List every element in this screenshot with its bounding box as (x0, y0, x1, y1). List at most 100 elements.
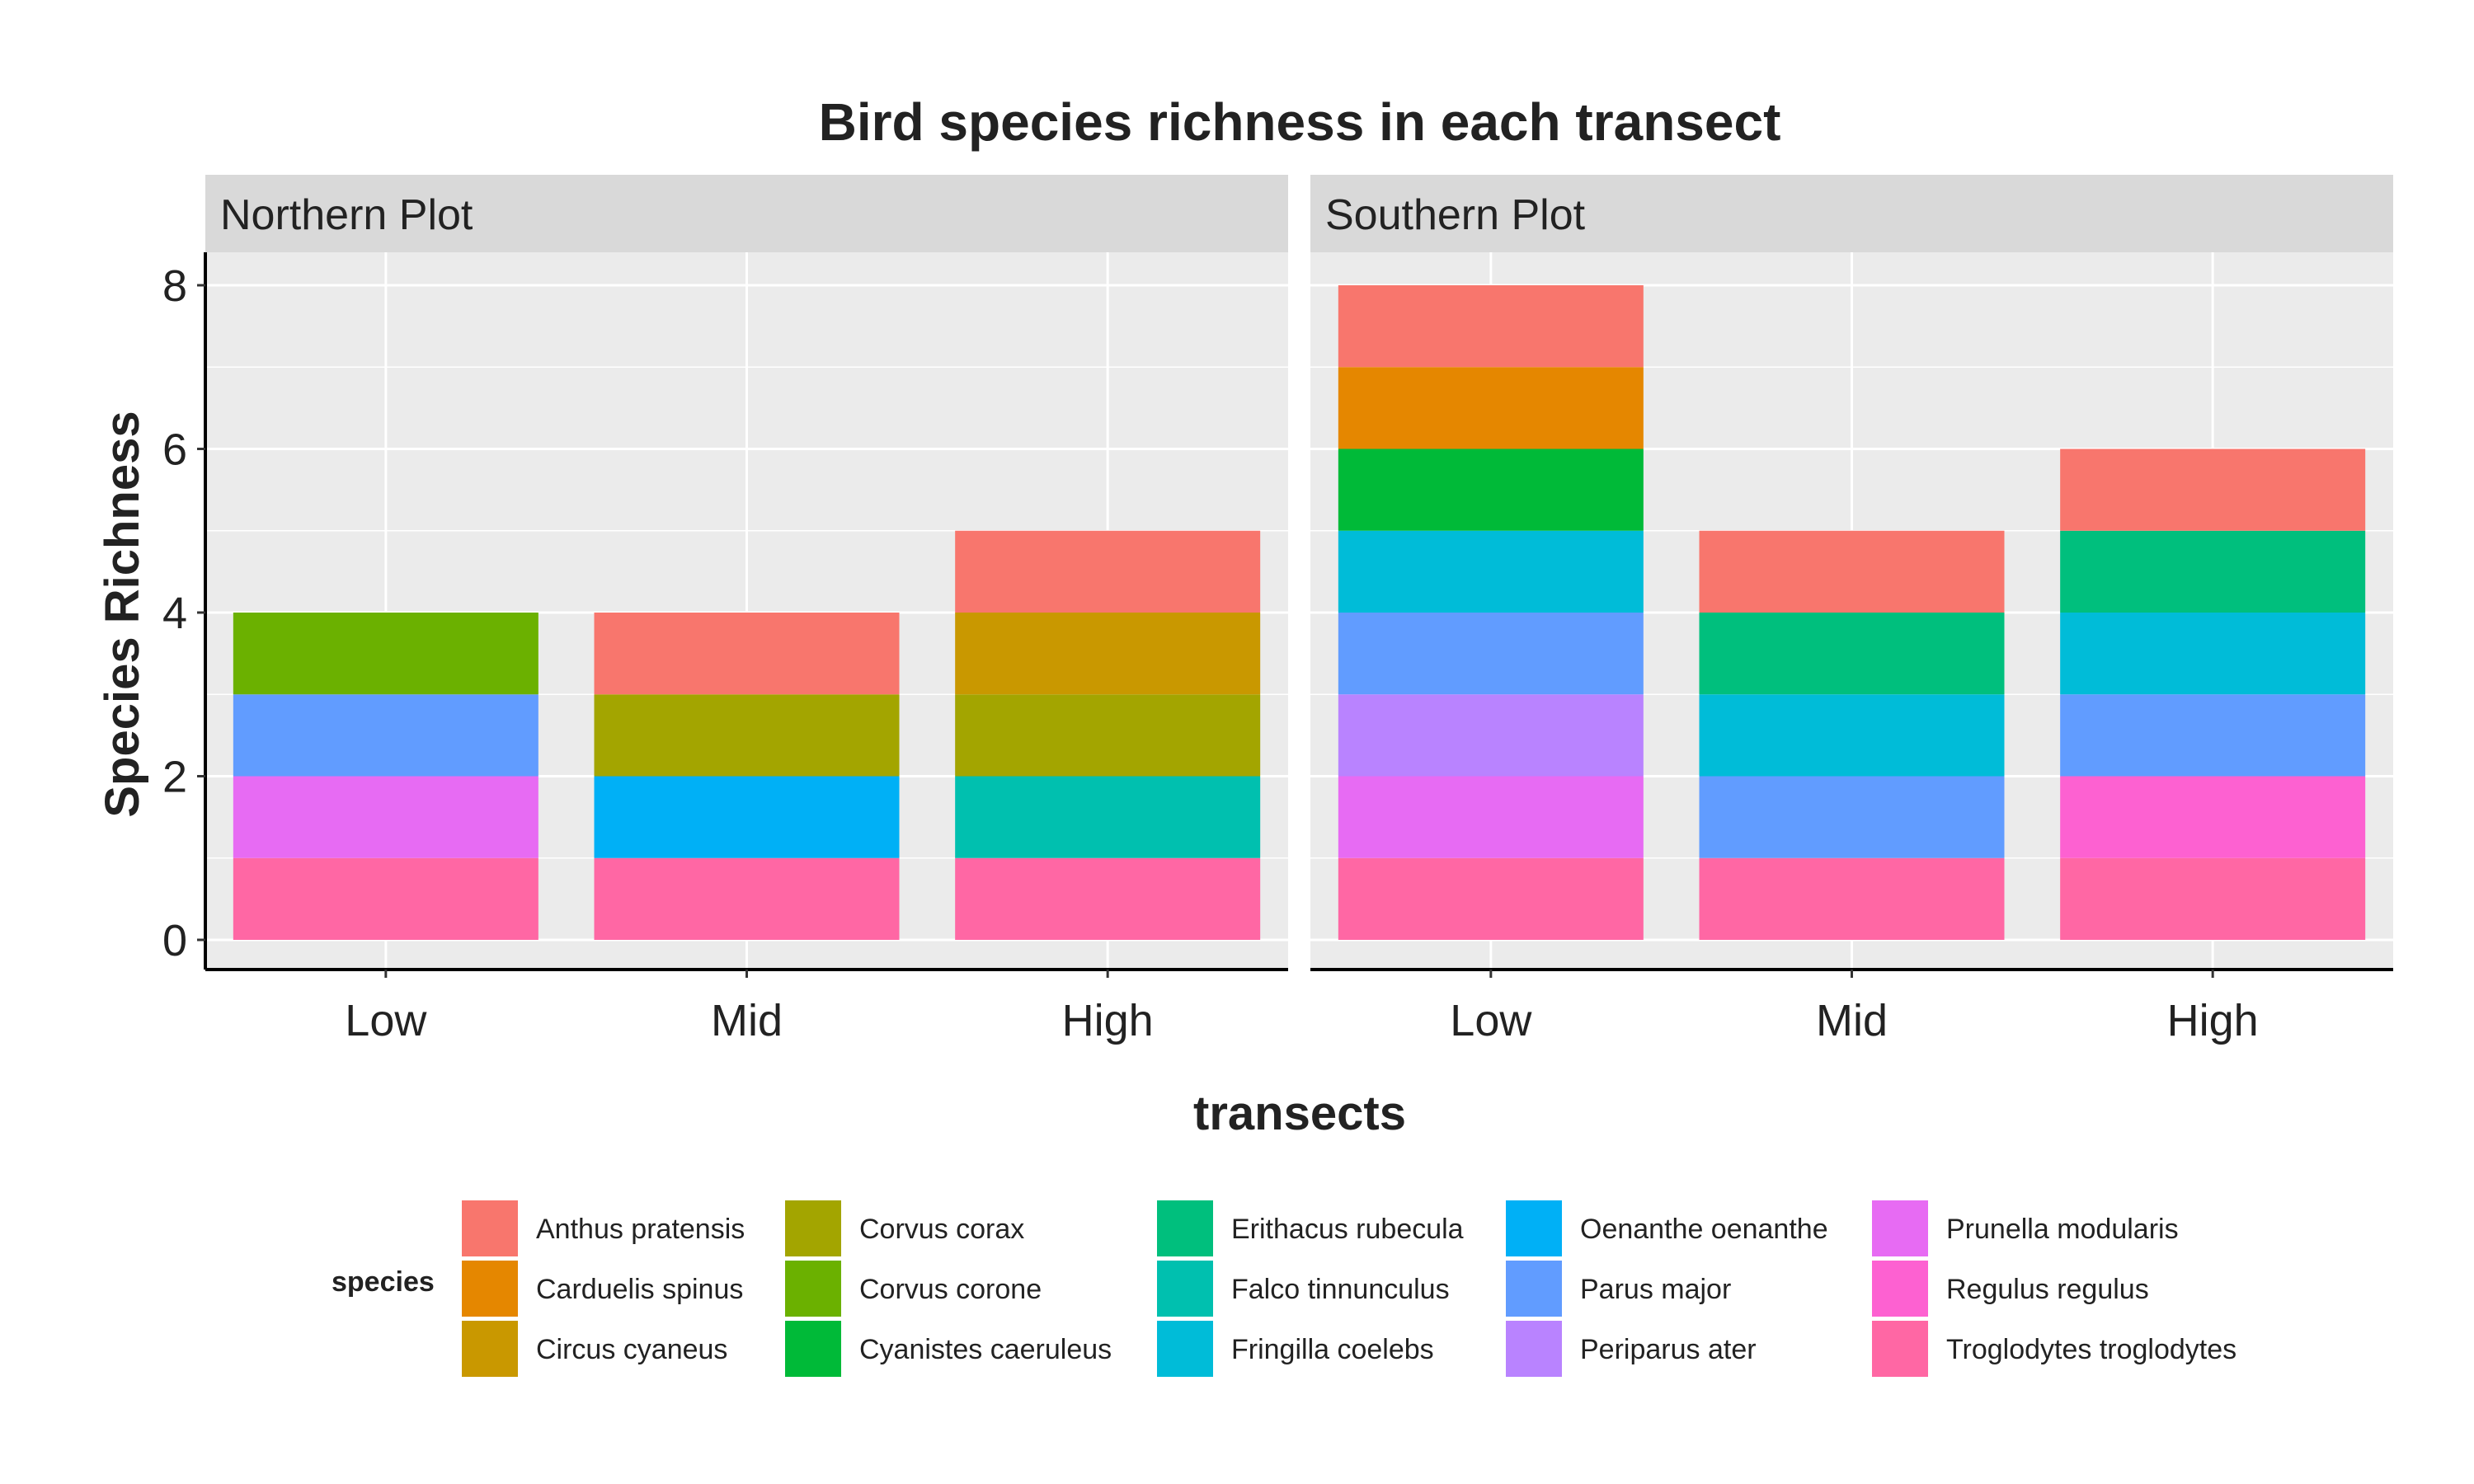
panel-northern-plot: Northern Plot 0 2 4 6 8 Low Mid High (162, 175, 1288, 1045)
y-tick-label: 6 (162, 425, 187, 475)
bar-segment-oenanthe-oenanthe (594, 776, 900, 858)
legend-label: Anthus pratensis (536, 1214, 745, 1245)
legend-key (1506, 1321, 1562, 1377)
bar-segment-parus-major (1699, 776, 2005, 858)
legend-key (1157, 1261, 1213, 1317)
bar-segment-anthus-pratensis (1699, 530, 2005, 613)
panel-southern-plot: Southern Plot Low Mid High (1310, 175, 2393, 1045)
bar-stack-low (1338, 285, 1644, 940)
bar-segment-erithacus-rubecula (2060, 530, 2366, 613)
bar-segment-anthus-pratensis (594, 613, 900, 695)
legend-label: Falco tinnunculus (1231, 1274, 1450, 1305)
legend-label: Troglodytes troglodytes (1946, 1334, 2236, 1365)
bar-stack-high (2060, 448, 2366, 940)
legend-key (1506, 1200, 1562, 1256)
legend-label: Corvus corax (859, 1214, 1024, 1245)
bar-segment-troglodytes-troglodytes (955, 857, 1261, 940)
legend-item-periparus-ater: Periparus ater (1506, 1321, 1757, 1377)
bar-segment-parus-major (233, 694, 539, 777)
legend-title: species (332, 1266, 435, 1298)
panel-strip-label: Southern Plot (1325, 191, 1586, 239)
y-axis-title: Species Richness (96, 411, 149, 817)
legend-key (1872, 1321, 1928, 1377)
legend-label: Cyanistes caeruleus (859, 1334, 1112, 1365)
bar-segment-prunella-modularis (1338, 776, 1644, 858)
bar-segment-erithacus-rubecula (1699, 613, 2005, 695)
legend-key (462, 1321, 518, 1377)
legend-item-troglodytes-troglodytes: Troglodytes troglodytes (1872, 1321, 2236, 1377)
legend-item-corvus-corax: Corvus corax (785, 1200, 1024, 1256)
x-tick-label: Mid (711, 996, 783, 1045)
legend-label: Circus cyaneus (536, 1334, 727, 1365)
x-tick-label: Mid (1816, 996, 1888, 1045)
x-tick-label: High (1062, 996, 1154, 1045)
bar-segment-fringilla-coelebs (2060, 613, 2366, 695)
legend-key (785, 1200, 841, 1256)
y-tick-label: 0 (162, 916, 187, 965)
bar-segment-periparus-ater (1338, 694, 1644, 777)
legend-item-regulus-regulus: Regulus regulus (1872, 1261, 2149, 1317)
panel-strip (205, 175, 1288, 252)
legend-item-erithacus-rubecula: Erithacus rubecula (1157, 1200, 1464, 1256)
legend-label: Erithacus rubecula (1231, 1214, 1464, 1245)
y-tick-label: 8 (162, 261, 187, 311)
y-tick-label: 2 (162, 753, 187, 802)
legend-item-carduelis-spinus: Carduelis spinus (462, 1261, 743, 1317)
bar-segment-corvus-corone (233, 613, 539, 695)
legend-item-circus-cyaneus: Circus cyaneus (462, 1321, 727, 1377)
legend-label: Fringilla coelebs (1231, 1334, 1434, 1365)
bar-segment-prunella-modularis (233, 776, 539, 858)
bar-segment-corvus-corax (955, 694, 1261, 777)
legend-key (1872, 1200, 1928, 1256)
bar-segment-troglodytes-troglodytes (2060, 857, 2366, 940)
bar-segment-cyanistes-caeruleus (1338, 448, 1644, 531)
legend-label: Periparus ater (1580, 1334, 1757, 1365)
bar-segment-anthus-pratensis (2060, 448, 2366, 531)
legend-key (1157, 1321, 1213, 1377)
bar-segment-anthus-pratensis (1338, 285, 1644, 368)
bar-segment-fringilla-coelebs (1338, 530, 1644, 613)
bar-segment-circus-cyaneus (955, 613, 1261, 695)
legend-item-parus-major: Parus major (1506, 1261, 1731, 1317)
legend-item-falco-tinnunculus: Falco tinnunculus (1157, 1261, 1450, 1317)
bar-segment-troglodytes-troglodytes (233, 857, 539, 940)
legend-key (462, 1200, 518, 1256)
panel-strip-label: Northern Plot (220, 191, 473, 239)
legend-item-anthus-pratensis: Anthus pratensis (462, 1200, 745, 1256)
bar-stack-mid (1699, 530, 2005, 940)
bar-segment-falco-tinnunculus (955, 776, 1261, 858)
bar-segment-corvus-corax (594, 694, 900, 777)
bar-segment-troglodytes-troglodytes (1699, 857, 2005, 940)
legend-item-corvus-corone: Corvus corone (785, 1261, 1042, 1317)
legend: species Anthus pratensis Carduelis spinus… (332, 1200, 2236, 1377)
x-tick-label: High (2167, 996, 2259, 1045)
bar-segment-regulus-regulus (2060, 776, 2366, 858)
legend-label: Oenanthe oenanthe (1580, 1214, 1828, 1245)
panel-strip (1310, 175, 2393, 252)
x-tick-label: Low (1450, 996, 1532, 1045)
bar-segment-anthus-pratensis (955, 530, 1261, 613)
legend-item-fringilla-coelebs: Fringilla coelebs (1157, 1321, 1434, 1377)
legend-label: Prunella modularis (1946, 1214, 2179, 1245)
legend-key (1872, 1261, 1928, 1317)
legend-key (785, 1321, 841, 1377)
legend-key (785, 1261, 841, 1317)
y-tick-label: 4 (162, 589, 187, 638)
bar-stack-high (955, 530, 1261, 940)
x-axis-title: transects (1193, 1087, 1406, 1140)
bar-segment-troglodytes-troglodytes (594, 857, 900, 940)
bar-segment-troglodytes-troglodytes (1338, 857, 1644, 940)
legend-item-oenanthe-oenanthe: Oenanthe oenanthe (1506, 1200, 1828, 1256)
bar-segment-parus-major (2060, 694, 2366, 777)
x-tick-label: Low (345, 996, 427, 1045)
bar-stack-mid (594, 613, 900, 940)
bar-segment-carduelis-spinus (1338, 367, 1644, 449)
legend-label: Carduelis spinus (536, 1274, 743, 1305)
chart-title: Bird species richness in each transect (819, 92, 1781, 152)
legend-label: Regulus regulus (1946, 1274, 2149, 1305)
legend-label: Corvus corone (859, 1274, 1042, 1305)
legend-key (1157, 1200, 1213, 1256)
